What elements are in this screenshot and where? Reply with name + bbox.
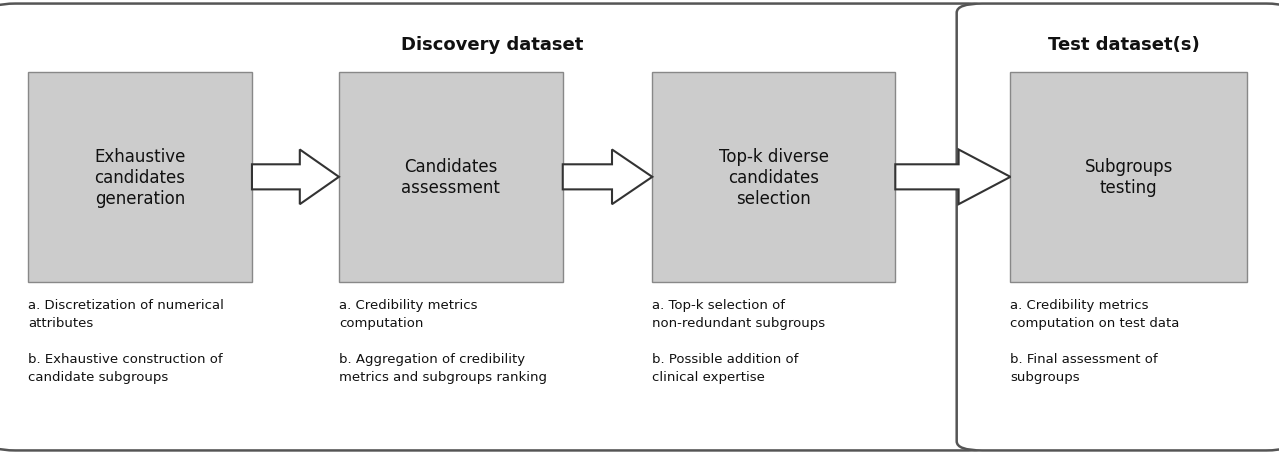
Text: a. Credibility metrics
computation

b. Aggregation of credibility
metrics and su: a. Credibility metrics computation b. Ag… (339, 298, 547, 383)
FancyBboxPatch shape (957, 5, 1279, 450)
Bar (1010, 73, 1247, 282)
Text: Exhaustive
candidates
generation: Exhaustive candidates generation (95, 148, 185, 207)
Text: Test dataset(s): Test dataset(s) (1049, 36, 1200, 54)
Text: Discovery dataset: Discovery dataset (400, 36, 583, 54)
FancyBboxPatch shape (0, 5, 994, 450)
Bar (339, 73, 563, 282)
Polygon shape (563, 150, 652, 205)
Text: a. Top-k selection of
non-redundant subgroups

b. Possible addition of
clinical : a. Top-k selection of non-redundant subg… (652, 298, 825, 383)
Text: a. Discretization of numerical
attributes

b. Exhaustive construction of
candida: a. Discretization of numerical attribute… (28, 298, 224, 383)
Bar (28, 73, 252, 282)
Text: Top-k diverse
candidates
selection: Top-k diverse candidates selection (719, 148, 829, 207)
Bar (652, 73, 895, 282)
Polygon shape (895, 150, 1010, 205)
Polygon shape (252, 150, 339, 205)
Text: Candidates
assessment: Candidates assessment (402, 158, 500, 197)
Text: a. Credibility metrics
computation on test data

b. Final assessment of
subgroup: a. Credibility metrics computation on te… (1010, 298, 1179, 383)
Text: Subgroups
testing: Subgroups testing (1085, 158, 1173, 197)
